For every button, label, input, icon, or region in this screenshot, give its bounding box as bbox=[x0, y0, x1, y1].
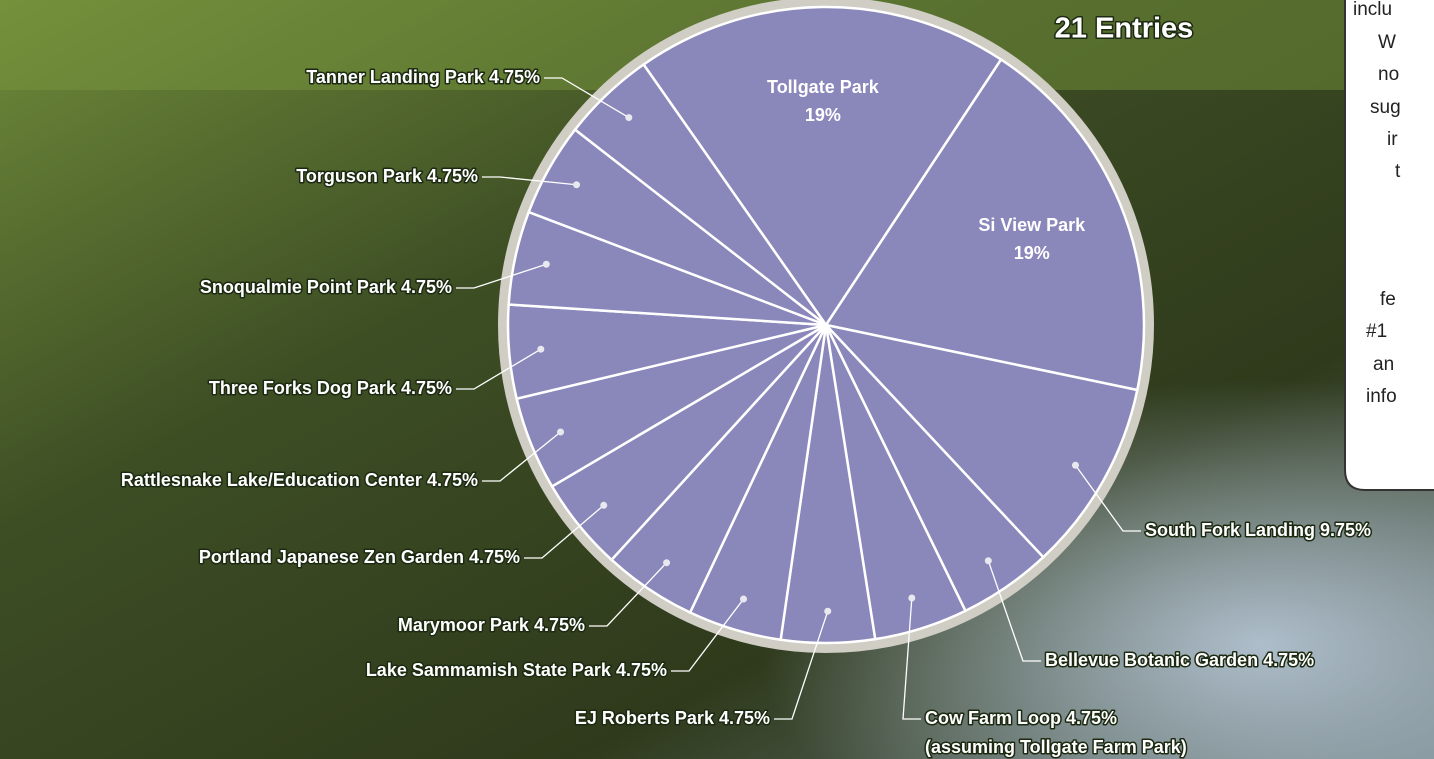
slice-value-label: 4.75% bbox=[401, 378, 452, 398]
leader-line bbox=[482, 176, 577, 186]
slice-label: Three Forks Dog Park 4.75% bbox=[209, 378, 452, 398]
side-panel-text: an bbox=[1373, 354, 1394, 375]
slice-name: Marymoor Park bbox=[398, 615, 530, 635]
slice-value-label: 4.75% bbox=[616, 660, 667, 680]
leader-line bbox=[482, 431, 561, 482]
leader-dot bbox=[1071, 461, 1079, 469]
slice-value-label: 4.75% bbox=[489, 67, 540, 87]
chart-title: 21 Entries bbox=[1055, 13, 1194, 45]
side-panel-text: sug bbox=[1370, 97, 1401, 118]
slice-value-label: 4.75% bbox=[1263, 650, 1314, 670]
side-panel-text: no bbox=[1378, 64, 1399, 85]
slice-label: Lake Sammamish State Park 4.75% bbox=[366, 660, 667, 680]
leader-line bbox=[671, 598, 745, 672]
side-panel-text: fe bbox=[1380, 289, 1396, 310]
pie-slice bbox=[822, 322, 1139, 559]
slice-name: Snoqualmie Point Park bbox=[200, 277, 397, 297]
slice-label: Si View Park bbox=[978, 215, 1086, 235]
pie-slice bbox=[573, 62, 828, 326]
slice-value-label: 19% bbox=[805, 105, 841, 125]
pie-border bbox=[498, 0, 1154, 653]
slice-name: Cow Farm Loop bbox=[925, 708, 1061, 728]
slice-label: Portland Japanese Zen Garden 4.75% bbox=[199, 547, 520, 567]
slice-value-label: 4.75% bbox=[719, 708, 770, 728]
slice-value-label: 19% bbox=[1014, 243, 1050, 263]
side-panel-text: W bbox=[1378, 32, 1396, 53]
leader-dot bbox=[984, 557, 992, 565]
slice-label: Tanner Landing Park 4.75% bbox=[306, 67, 540, 87]
leader-dot bbox=[542, 260, 550, 268]
pie-slice bbox=[641, 5, 1003, 328]
slice-label: EJ Roberts Park 4.75% bbox=[575, 708, 770, 728]
leader-line bbox=[544, 77, 630, 119]
side-panel-text: inclu bbox=[1353, 0, 1392, 20]
leader-dot bbox=[908, 594, 916, 602]
pie-slice bbox=[823, 57, 1146, 392]
leader-dot bbox=[824, 607, 832, 615]
slice-label: Marymoor Park 4.75% bbox=[398, 615, 585, 635]
leader-dot bbox=[537, 345, 545, 353]
leader-line bbox=[987, 560, 1041, 662]
slice-value-label: 4.75% bbox=[427, 166, 478, 186]
annotation: (assuming Tollgate Farm Park) bbox=[925, 737, 1187, 757]
leader-line bbox=[1074, 464, 1141, 532]
slice-name: Lake Sammamish State Park bbox=[366, 660, 612, 680]
slice-name: EJ Roberts Park bbox=[575, 708, 715, 728]
slice-value-label: 4.75% bbox=[1066, 708, 1117, 728]
leader-dot bbox=[600, 501, 608, 509]
slice-value-label: 4.75% bbox=[469, 547, 520, 567]
slice-label: Tollgate Park bbox=[767, 77, 880, 97]
leader-line bbox=[774, 610, 829, 720]
side-panel-text: t bbox=[1395, 161, 1401, 182]
slice-name: Bellevue Botanic Garden bbox=[1045, 650, 1258, 670]
slice-name: Three Forks Dog Park bbox=[209, 378, 397, 398]
leader-line bbox=[589, 562, 668, 627]
slice-value-label: 4.75% bbox=[534, 615, 585, 635]
side-panel-text: #1 bbox=[1366, 321, 1387, 342]
slice-label: Rattlesnake Lake/Education Center 4.75% bbox=[121, 470, 478, 490]
slice-name: Rattlesnake Lake/Education Center bbox=[121, 470, 422, 490]
slice-value-label: 4.75% bbox=[401, 277, 452, 297]
slice-label: Cow Farm Loop 4.75% bbox=[925, 708, 1117, 728]
side-panel bbox=[1344, 0, 1434, 491]
slice-name: South Fork Landing bbox=[1145, 520, 1315, 540]
slice-label: Snoqualmie Point Park 4.75% bbox=[200, 277, 452, 297]
leader-line bbox=[456, 263, 547, 289]
side-panel-text: ir bbox=[1387, 129, 1398, 150]
slice-value-label: 4.75% bbox=[427, 470, 478, 490]
leader-dot bbox=[740, 595, 748, 603]
leader-dot bbox=[557, 428, 565, 436]
leader-dot bbox=[663, 559, 671, 567]
slice-label: Bellevue Botanic Garden 4.75% bbox=[1045, 650, 1314, 670]
leader-dot bbox=[573, 181, 581, 189]
side-panel-text: info bbox=[1366, 386, 1397, 407]
leader-line bbox=[902, 597, 921, 720]
leader-dot bbox=[625, 114, 633, 122]
slice-name: Tanner Landing Park bbox=[306, 67, 485, 87]
slice-value-label: 9.75% bbox=[1320, 520, 1371, 540]
slice-name: Portland Japanese Zen Garden bbox=[199, 547, 464, 567]
slice-label: Torguson Park 4.75% bbox=[296, 166, 478, 186]
slice-label: South Fork Landing 9.75% bbox=[1145, 520, 1371, 540]
slice-name: Torguson Park bbox=[296, 166, 423, 186]
leader-line bbox=[456, 348, 542, 390]
leader-line bbox=[524, 504, 605, 559]
